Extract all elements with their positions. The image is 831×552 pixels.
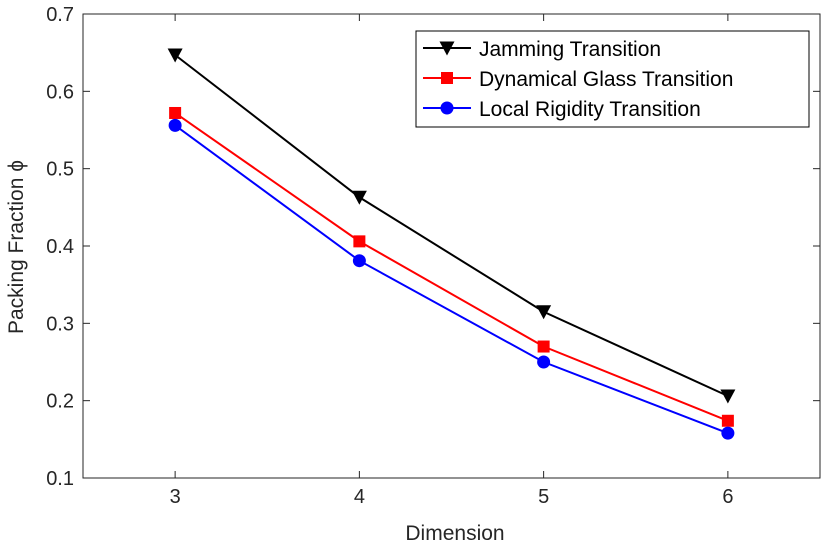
data-point (720, 389, 736, 404)
x-tick-label: 3 (170, 486, 181, 508)
y-tick-label: 0.1 (46, 468, 74, 490)
series-2 (168, 118, 735, 440)
y-tick-label: 0.3 (46, 313, 74, 335)
data-point (537, 340, 550, 353)
y-tick-label: 0.2 (46, 391, 74, 413)
legend: Jamming Transition Dynamical Glass Transi… (415, 30, 810, 128)
series-line (174, 124, 729, 435)
series-line (174, 54, 729, 397)
data-point (721, 426, 735, 440)
y-tick-label: 0.7 (46, 4, 74, 26)
data-point (168, 118, 182, 132)
data-point (169, 106, 182, 119)
data-point (352, 254, 366, 268)
data-point (353, 235, 366, 248)
y-tick-label: 0.5 (46, 159, 74, 181)
data-point (167, 48, 183, 63)
x-tick-label: 4 (354, 486, 365, 508)
legend-entry: Dynamical Glass Transition (479, 68, 733, 91)
series-group (167, 48, 736, 440)
data-point (351, 190, 367, 205)
data-point (721, 414, 734, 427)
series-0 (167, 48, 736, 404)
legend-marker (439, 41, 455, 56)
legend-box (415, 30, 810, 128)
x-axis-label: Dimension (405, 522, 504, 545)
legend-entry: Local Rigidity Transition (479, 98, 701, 121)
y-tick-label: 0.6 (46, 81, 74, 103)
legend-marker (441, 72, 453, 84)
axis-ticks: 3 4 5 6 0.1 0.2 0.3 0.4 0.5 0.6 0.7 (46, 4, 820, 508)
x-tick-label: 6 (722, 486, 733, 508)
data-point (537, 355, 551, 369)
data-point (536, 305, 552, 320)
legend-marker (440, 101, 454, 115)
y-axis-label: Packing Fraction ϕ (5, 160, 28, 334)
x-tick-label: 5 (538, 486, 549, 508)
series-line (174, 112, 729, 422)
legend-entry: Jamming Transition (479, 38, 661, 61)
series-1 (169, 106, 734, 427)
y-tick-label: 0.4 (46, 236, 74, 258)
